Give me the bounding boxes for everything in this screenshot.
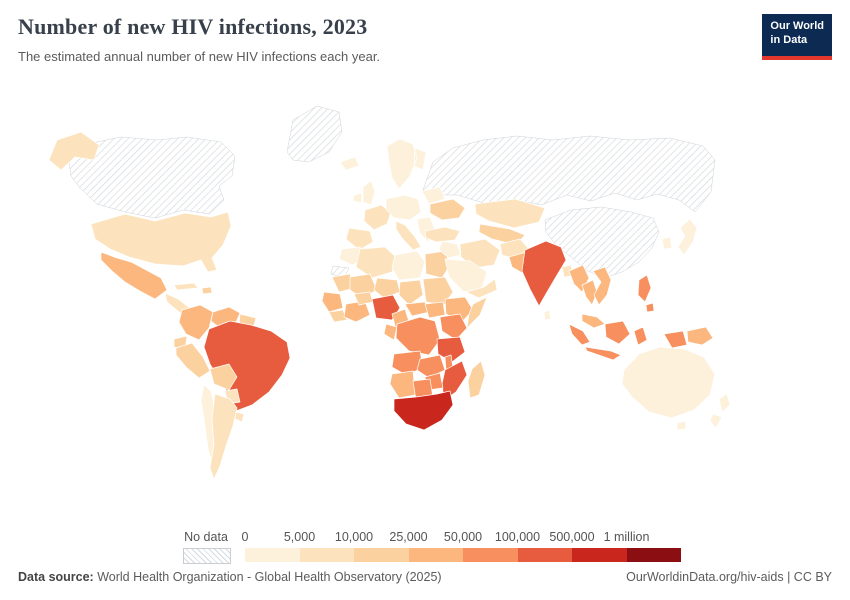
country-tanzania[interactable] (436, 336, 466, 363)
data-source-text: World Health Organization - Global Healt… (93, 570, 442, 584)
country-vietnam[interactable] (592, 266, 612, 306)
country-iceland[interactable] (339, 156, 360, 171)
country-india[interactable] (521, 240, 567, 307)
country-angola[interactable] (391, 350, 424, 376)
no-data-swatch[interactable] (183, 548, 231, 564)
legend-segment[interactable]: 5,000 (284, 530, 354, 562)
country-mexico[interactable] (100, 251, 168, 300)
legend-color-bar: 0 5,000 10,000 25,000 50,000 100,000 500… (242, 530, 681, 562)
country-ukraine[interactable] (429, 198, 466, 221)
country-australia[interactable] (621, 346, 716, 431)
country-cuba[interactable] (173, 282, 199, 291)
attribution: OurWorldinData.org/hiv-aids | CC BY (626, 570, 832, 584)
country-south-korea[interactable] (661, 236, 673, 250)
legend-tick: 500,000 (549, 530, 595, 544)
country-zambia[interactable] (416, 354, 446, 379)
country-bolivia[interactable] (209, 363, 238, 391)
country-scandinavia[interactable] (386, 138, 427, 190)
country-peru[interactable] (175, 342, 211, 379)
country-kenya-uganda[interactable] (439, 313, 468, 341)
country-uruguay[interactable] (234, 411, 245, 423)
country-sri-lanka[interactable] (543, 309, 552, 321)
legend-tick: 5,000 (283, 530, 316, 544)
country-alaska[interactable] (48, 131, 100, 171)
country-thailand[interactable] (581, 279, 598, 306)
country-libya[interactable] (391, 250, 426, 281)
country-italy[interactable] (395, 220, 422, 251)
logo-line1: Our World (770, 20, 824, 32)
country-central-europe[interactable] (385, 194, 422, 221)
country-iraq[interactable] (438, 240, 462, 259)
owid-link[interactable]: OurWorldinData.org/hiv-aids (626, 570, 784, 584)
country-niger[interactable] (373, 277, 401, 299)
chart-header: Number of new HIV infections, 2023 The e… (18, 14, 832, 64)
legend-segment[interactable]: 10,000 (335, 530, 409, 562)
data-source: Data source: World Health Organization -… (18, 570, 442, 584)
country-new-zealand[interactable] (709, 393, 731, 429)
country-argentina[interactable] (209, 393, 238, 480)
country-indonesia[interactable] (568, 320, 688, 361)
map-legend: No data 0 5,000 10,000 25,000 50,000 100… (0, 530, 850, 570)
country-papua-new-guinea[interactable] (686, 326, 714, 346)
country-canada[interactable] (68, 136, 236, 219)
country-france[interactable] (363, 204, 392, 231)
country-belarus[interactable] (421, 186, 446, 205)
country-colombia[interactable] (178, 304, 214, 341)
legend-tick: 10,000 (334, 530, 374, 544)
legend-segment[interactable]: 0 (242, 530, 300, 562)
legend-segment[interactable]: 25,000 (389, 530, 463, 562)
world-map[interactable] (25, 100, 825, 515)
world-map-container (25, 100, 825, 515)
country-united-states[interactable] (90, 211, 232, 273)
country-south-sudan[interactable] (424, 301, 446, 319)
country-liberia[interactable] (328, 309, 348, 323)
legend-segment[interactable]: 100,000 (495, 530, 572, 562)
logo-line2: in Data (770, 33, 808, 46)
country-turkey[interactable] (424, 226, 461, 243)
country-malaysia[interactable] (581, 313, 606, 329)
legend-segment[interactable]: 50,000 (444, 530, 518, 562)
legend-segment[interactable]: 1 million (604, 530, 681, 562)
data-source-label: Data source: (18, 570, 94, 584)
country-greenland[interactable] (286, 105, 343, 163)
page-title: Number of new HIV infections, 2023 (18, 14, 368, 39)
legend-tick: 100,000 (494, 530, 541, 544)
country-ghana[interactable] (343, 300, 371, 323)
country-japan[interactable] (677, 218, 698, 256)
country-chad[interactable] (398, 279, 424, 306)
owid-logo[interactable]: Our World in Data (762, 14, 832, 60)
license-text: | CC BY (783, 570, 832, 584)
chart-footer: Data source: World Health Organization -… (18, 570, 832, 584)
country-south-africa[interactable] (393, 390, 454, 431)
legend-tick: 1 million (603, 530, 650, 544)
title-block: Number of new HIV infections, 2023 The e… (18, 14, 380, 64)
country-somalia[interactable] (466, 296, 488, 329)
legend-tick: 0 (241, 530, 249, 544)
country-yemen[interactable] (465, 278, 498, 299)
country-philippines[interactable] (637, 274, 655, 313)
country-madagascar[interactable] (467, 360, 486, 399)
country-guinea[interactable] (321, 291, 344, 313)
legend-no-data[interactable]: No data (183, 530, 231, 564)
country-kazakhstan[interactable] (474, 198, 546, 229)
page-subtitle: The estimated annual number of new HIV i… (18, 49, 381, 64)
country-namibia[interactable] (389, 370, 416, 399)
country-united-kingdom[interactable] (352, 180, 376, 206)
country-drc[interactable] (395, 316, 441, 356)
legend-segment[interactable]: 500,000 (549, 530, 627, 562)
no-data-label: No data (184, 530, 228, 544)
legend-tick: 25,000 (389, 530, 428, 544)
country-iberia[interactable] (345, 227, 374, 251)
country-algeria[interactable] (355, 246, 398, 279)
country-congo[interactable] (383, 323, 398, 341)
country-hispaniola[interactable] (201, 286, 213, 295)
legend-tick: 50,000 (443, 530, 483, 544)
country-russia[interactable] (422, 135, 716, 213)
